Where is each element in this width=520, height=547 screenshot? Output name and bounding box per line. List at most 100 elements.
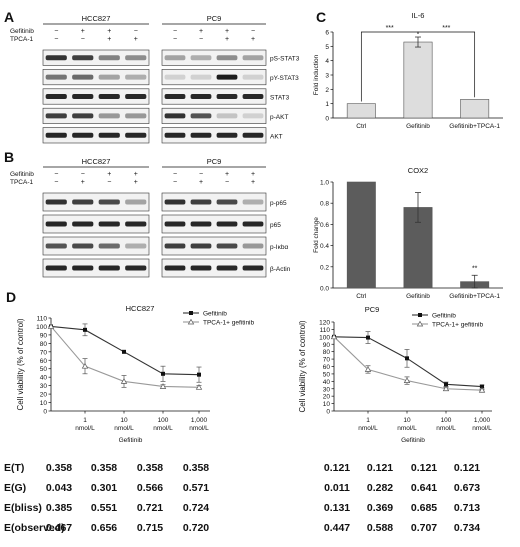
table-cell: 0.447 [324,522,350,534]
table-cell: 0.673 [454,482,480,494]
table-cell: 0.656 [91,522,117,534]
table-cell: 0.685 [411,502,437,514]
x-tick-unit: nmol/L [153,425,173,432]
y-tick-label: 40 [40,375,48,382]
y-tick-label: 50 [40,366,48,373]
band-label: STAT3 [270,95,290,102]
y-tick-label: 110 [37,316,48,323]
y-tick-label: 5 [325,44,329,51]
y-tick-label: 1 [325,101,329,108]
blot-strip [42,236,150,256]
treatment-sign: + [251,36,255,43]
chart-title: PC9 [365,305,380,314]
protein-band [242,74,264,80]
treatment-sign: − [199,36,203,43]
protein-band [242,243,264,249]
y-tick-label: 0.4 [320,243,329,250]
table-cell: 0.588 [367,522,393,534]
y-tick-label: 120 [319,320,330,327]
treatment-sign: − [54,36,58,43]
protein-band [125,265,147,271]
data-point [330,333,338,340]
x-tick-label: 1 [83,417,87,424]
protein-band [72,265,94,271]
protein-band [242,55,264,61]
table-cell: 0.715 [137,522,163,534]
protein-band [216,221,238,227]
band-label: p-AKT [270,114,288,121]
treatment-sign: − [134,28,138,35]
x-tick-unit: nmol/L [189,425,209,432]
y-tick-label: 90 [323,342,331,349]
blot-strip [161,214,267,234]
table-cell: 0.734 [454,522,480,534]
y-tick-label: 40 [323,379,331,386]
table-cell: 0.011 [324,482,350,494]
row-label: E(bliss) [4,502,42,514]
table-cell: 0.358 [183,462,209,474]
data-point [195,384,203,390]
protein-band [164,132,186,138]
x-tick-unit: nmol/L [75,425,95,432]
data-point [364,366,372,372]
data-point [47,323,55,329]
table-cell: 0.043 [46,482,72,494]
treatment-sign: − [54,28,58,35]
protein-band [72,199,94,205]
y-tick-label: 0 [43,409,47,416]
protein-band [190,243,212,249]
data-point [122,349,126,354]
protein-band [164,74,186,80]
legend-label: Gefitinib [432,313,456,320]
chart-title: COX2 [408,166,428,175]
row-label: E(G) [4,482,26,494]
protein-band [98,199,120,205]
blot-strip [42,69,150,86]
protein-band [190,265,212,271]
table-cell: 0.571 [183,482,209,494]
bar [346,181,376,289]
cell-line-label: PC9 [207,157,222,166]
x-tick-unit: nmol/L [472,425,492,432]
data-point [405,356,409,361]
table-cell: 0.724 [183,502,209,514]
significance-bracket [417,31,476,98]
treatment-sign: − [199,171,203,178]
legend-label: TPCA-1+ gefitinib [203,320,255,327]
chart-title: IL-6 [412,11,425,20]
blot-strip [161,258,267,278]
treatment-sign: + [134,171,138,178]
treatment-sign: + [107,28,111,35]
row-label: E(observed) [4,522,65,534]
y-tick-label: 6 [325,30,329,37]
protein-band [72,221,94,227]
band-label: p-p65 [270,200,287,207]
x-tick-unit: nmol/L [114,425,134,432]
table-cell: 0.358 [46,462,72,474]
y-tick-label: 80 [40,341,48,348]
treatment-sign: − [54,179,58,186]
category-label: Gefitinib [406,123,430,130]
y-tick-label: 100 [36,324,47,331]
x-tick-label: 1,000 [191,417,208,424]
table-cell: 0.385 [46,502,72,514]
protein-band [98,113,120,119]
data-point [442,385,450,392]
x-tick-label: 10 [403,417,411,424]
synergy-table: E(T) 0.358 0.358 0.358 0.358 0.121 0.121 0.121 0… [4,462,480,534]
band-label: p-Iκbα [270,244,288,251]
x-tick-unit: nmol/L [358,425,378,432]
data-point [81,362,89,369]
y-tick-label: 10 [40,400,48,407]
blot-strip [42,88,150,105]
legend-marker [189,311,193,315]
panel-letter-a: A [4,9,14,25]
protein-band [190,199,212,205]
table-cell: 0.121 [411,462,437,474]
protein-band [216,55,238,61]
treatment-sign: + [225,36,229,43]
protein-band [125,221,147,227]
protein-band [72,74,94,80]
treatment-sign: − [81,171,85,178]
